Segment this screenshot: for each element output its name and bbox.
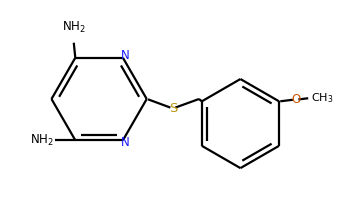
Text: S: S: [169, 102, 177, 115]
Text: N: N: [121, 49, 130, 62]
Text: N: N: [121, 136, 130, 149]
Text: CH$_3$: CH$_3$: [311, 91, 334, 105]
Text: NH$_2$: NH$_2$: [63, 20, 86, 35]
Text: NH$_2$: NH$_2$: [30, 133, 54, 148]
Text: O: O: [291, 93, 301, 106]
